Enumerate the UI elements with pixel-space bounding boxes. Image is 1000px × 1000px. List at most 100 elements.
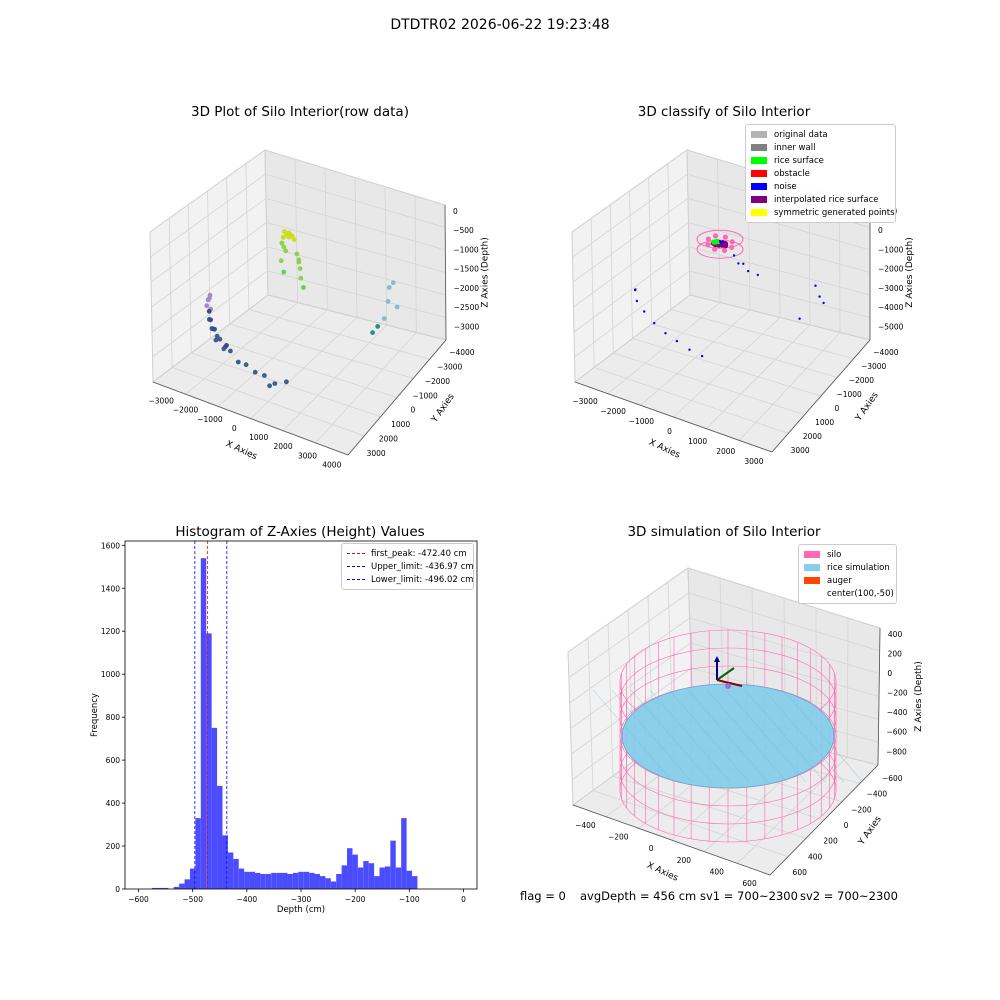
legend-swatch	[751, 131, 767, 138]
gridline	[151, 246, 446, 333]
panel1-plot: −3000−2000−100001000200030004000−4000−30…	[149, 149, 491, 469]
legend-swatch	[804, 551, 820, 558]
legend-swatch	[804, 564, 820, 571]
data-point	[210, 326, 216, 332]
figure-title: DTDTR02 2026-06-22 19:23:48	[390, 17, 610, 33]
legend-swatch	[804, 590, 820, 597]
data-point	[206, 296, 212, 302]
y-tick-label: 1000	[391, 420, 410, 429]
data-point	[213, 337, 219, 343]
data-point	[267, 383, 272, 389]
data-point	[272, 381, 278, 386]
data-point	[221, 346, 227, 352]
legend-item-upper-limit: Upper_limit: -436.97 cm	[347, 560, 474, 573]
legend-item-center: center(100,-50)	[804, 587, 894, 600]
data-point	[291, 237, 297, 243]
legend-item-silo: silo	[804, 548, 891, 561]
y-tick-label: 2000	[379, 434, 398, 443]
panel2-title: 3D classify of Silo Interior	[637, 104, 811, 120]
z-tick-label: −3000	[454, 323, 480, 332]
z-tick-label: −1000	[453, 245, 479, 254]
data-point	[206, 308, 212, 314]
data-point	[243, 362, 249, 368]
data-point	[217, 336, 223, 342]
x-axis-label: X Axies	[224, 439, 259, 462]
x-tick-label: 1000	[249, 433, 268, 442]
legend-swatch	[751, 209, 767, 216]
z-axis-line	[444, 204, 447, 341]
x-tick-label: 4000	[322, 460, 341, 469]
y-tick-label: −2000	[425, 377, 451, 386]
x-tick-label: −3000	[149, 397, 175, 406]
data-point	[390, 280, 396, 286]
data-point	[298, 275, 304, 281]
legend-item-original-data: original data	[751, 128, 890, 141]
legend-swatch	[751, 144, 767, 151]
panel1-title: 3D Plot of Silo Interior(row data)	[191, 104, 409, 120]
data-point	[385, 299, 391, 304]
legend-item-interpolated-rice-surface: interpolated rice surface	[751, 193, 890, 206]
data-point	[252, 369, 258, 375]
y-tick-label: 0	[410, 406, 415, 415]
data-point	[301, 285, 306, 290]
data-point	[296, 259, 302, 265]
data-point	[235, 359, 241, 365]
legend-item-symmetric-generated-points: symmetric generated points	[751, 206, 895, 219]
x-tick-label: 2000	[274, 442, 293, 451]
legend-swatch	[751, 183, 767, 190]
panel2-legend: original data inner wall rice surface ob…	[745, 124, 896, 223]
legend-item-lower-limit: Lower_limit: -496.02 cm	[347, 573, 473, 586]
y-tick-label: 3000	[367, 449, 386, 458]
x-tick-label: 0	[232, 424, 237, 433]
panel4-title: 3D simulation of Silo Interior	[627, 524, 821, 540]
data-point	[281, 244, 287, 250]
legend-swatch	[751, 196, 767, 203]
y-tick-label: −3000	[437, 363, 463, 372]
legend-swatch	[751, 157, 767, 164]
legend-item-inner-wall: inner wall	[751, 141, 890, 154]
data-point	[228, 348, 233, 354]
legend-item-first-peak: first_peak: -472.40 cm	[347, 547, 468, 560]
data-point	[208, 317, 214, 323]
x-tick-label: −2000	[173, 406, 199, 415]
legend-swatch	[751, 170, 767, 177]
status-flag: flag = 0	[520, 889, 566, 903]
panel4-legend: silo rice simulation auger center(100,-5…	[798, 544, 897, 604]
y-tick-label: −1000	[412, 391, 438, 400]
legend-swatch	[804, 577, 820, 584]
data-point	[294, 251, 300, 257]
legend-item-auger: auger	[804, 574, 891, 587]
gridline	[315, 332, 417, 444]
y-tick-label: −4000	[449, 348, 475, 357]
legend-item-obstacle: obstacle	[751, 167, 890, 180]
legend-item-noise: noise	[751, 180, 890, 193]
data-point	[262, 373, 267, 378]
legend-line	[347, 566, 365, 567]
y-axis-line	[347, 339, 447, 456]
z-tick-label: −2000	[454, 284, 480, 293]
z-tick-label: 0	[453, 207, 458, 216]
data-point	[394, 304, 400, 310]
data-point	[286, 234, 292, 240]
legend-item-rice-simulation: rice simulation	[804, 561, 891, 574]
data-point	[297, 266, 303, 271]
data-point	[280, 234, 286, 240]
status-avg-depth: avgDepth = 456 cm	[580, 889, 697, 903]
data-point	[281, 269, 287, 275]
panel3-title: Histogram of Z-Axies (Height) Values	[175, 524, 425, 540]
data-point	[370, 330, 375, 335]
data-point	[207, 292, 213, 298]
status-sv1: sv1 = 700~2300	[700, 889, 798, 903]
z-tick-label: −500	[453, 226, 474, 235]
data-point	[279, 240, 285, 246]
data-point	[386, 285, 392, 290]
data-point	[278, 258, 284, 264]
data-point	[284, 379, 289, 385]
data-point	[224, 343, 229, 348]
z-axis-label: Z Axies (Depth)	[481, 237, 491, 308]
data-point	[204, 303, 210, 309]
histogram-legend: first_peak: -472.40 cm Upper_limit: -436…	[341, 543, 474, 590]
data-point	[283, 248, 289, 254]
legend-line	[347, 579, 365, 580]
